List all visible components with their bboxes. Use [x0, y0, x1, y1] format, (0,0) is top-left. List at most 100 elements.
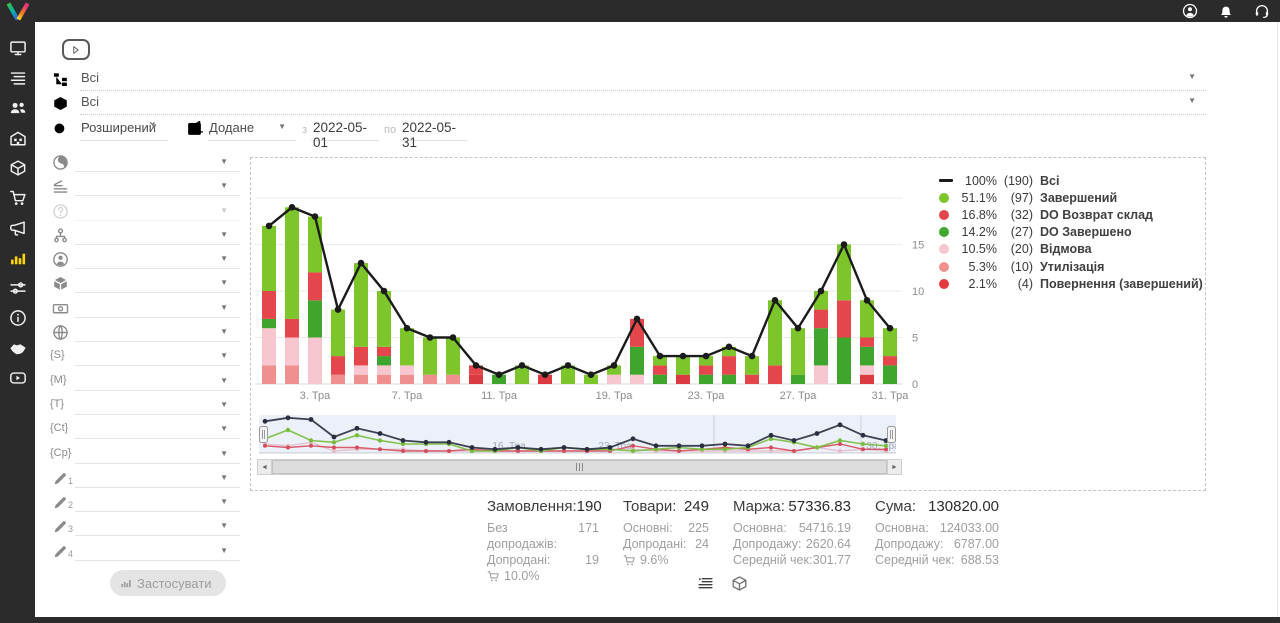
filter-select[interactable]: ▼: [75, 492, 240, 513]
legend-item[interactable]: 2.1% (4) Повернення (завершений): [939, 275, 1203, 292]
brace-label-icon: {T}: [50, 397, 65, 410]
sidebar-item-info-circle[interactable]: [0, 303, 35, 333]
stat-row-label: Допродані:: [487, 553, 551, 567]
stat-row-label: Допродані:: [623, 537, 687, 551]
filter-select[interactable]: ▼: [75, 176, 240, 197]
filter-select[interactable]: ▼: [75, 322, 240, 343]
sidebar-item-monitor[interactable]: [0, 33, 35, 63]
sidebar-item-people[interactable]: [0, 93, 35, 123]
svg-text:10: 10: [912, 286, 924, 298]
orders-stacked-chart[interactable]: 0 5 10 15 3. Тра 7. Тра 11. Тра 19. Тра 23. Тра 2…: [255, 163, 945, 403]
product-select[interactable]: Всі ▼: [80, 92, 1206, 115]
svg-text:23. Тра: 23. Тра: [688, 390, 726, 402]
filter-select[interactable]: ▼: [75, 298, 240, 318]
sidebar-item-video[interactable]: [0, 363, 35, 393]
scroll-right-button[interactable]: ►: [887, 459, 902, 475]
filter-select[interactable]: ▼: [75, 201, 240, 221]
search-icon: [52, 121, 69, 138]
stat-row-value: 2620.64: [805, 537, 851, 551]
caret-down-icon: ▼: [220, 157, 228, 166]
sidebar-item-bar-chart[interactable]: [0, 243, 35, 273]
legend-item[interactable]: 5.3% (10) Утилізація: [939, 258, 1201, 275]
svg-text:3. Тра: 3. Тра: [300, 390, 331, 402]
caret-down-icon: ▼: [1188, 96, 1196, 105]
filter-select[interactable]: ▼: [75, 371, 240, 391]
filter-select[interactable]: ▼: [75, 468, 240, 488]
chart-scrollbar[interactable]: ◄ ►: [257, 459, 902, 475]
sidebar-item-trolley[interactable]: [0, 183, 35, 213]
cart-icon: [487, 570, 500, 583]
apply-button-label: Застосувати: [137, 575, 212, 591]
category-select[interactable]: Всі ▼: [80, 68, 1206, 91]
caret-down-icon: ▼: [220, 521, 228, 531]
apply-button[interactable]: Застосувати: [110, 570, 226, 596]
filter-select[interactable]: ▼: [75, 419, 240, 440]
sidebar-item-package[interactable]: [0, 153, 35, 183]
category-tree-icon: [52, 71, 69, 88]
caret-down-icon: ▼: [220, 254, 228, 264]
stat-row-label: Допродажу:: [875, 537, 944, 551]
video-tutorial-button[interactable]: [62, 39, 90, 60]
sidebar-item-handshake[interactable]: [0, 333, 35, 363]
stat-row-value: 301.77: [812, 553, 851, 567]
sidebar-item-warehouse[interactable]: [0, 123, 35, 153]
filter-select[interactable]: ▼: [75, 516, 240, 537]
caret-down-icon: ▼: [220, 375, 228, 385]
legend-item[interactable]: 16.8% (32) DO Возврат склад: [939, 206, 1201, 223]
scrollbar-track[interactable]: [272, 459, 887, 475]
sidebar-item-megaphone[interactable]: [0, 213, 35, 243]
caret-down-icon: ▼: [220, 278, 228, 288]
filter-select[interactable]: ▼: [75, 225, 240, 245]
navigator-handle[interactable]: [259, 426, 268, 443]
navigator-handle[interactable]: [887, 426, 896, 443]
package-toggle[interactable]: [731, 575, 748, 592]
filter-select[interactable]: ▼: [75, 444, 240, 464]
legend-count: (4): [1017, 276, 1033, 291]
banknote-icon: [52, 300, 69, 317]
legend-dot-icon: [939, 209, 949, 220]
legend-label: DO Завершено: [1040, 225, 1132, 240]
trolley-icon: [9, 189, 27, 207]
filter-select[interactable]: ▼: [75, 346, 240, 367]
legend-count: (32): [1010, 207, 1033, 222]
stat-row-label: Основна:: [733, 521, 787, 535]
svg-text:31. Тра: 31. Тра: [872, 390, 910, 402]
caret-down-icon: ▼: [220, 181, 228, 191]
scroll-left-button[interactable]: ◄: [257, 459, 272, 475]
pencil-icon: [52, 494, 69, 511]
legend-item[interactable]: 10.5% (20) Відмова: [939, 241, 1201, 258]
legend-count: (190): [1003, 173, 1033, 188]
pencil-number: 1: [68, 475, 74, 486]
legend-item[interactable]: 100% (190) Всі: [939, 172, 1201, 189]
mini-chart-icon: [120, 577, 132, 589]
stat-title-label: Товари:: [623, 498, 677, 515]
date-to-input[interactable]: 2022-05-31: [400, 119, 468, 150]
play-icon: [70, 44, 82, 56]
date-field-select[interactable]: Додане ▼: [208, 118, 296, 141]
panel-edge-divider: [1277, 22, 1278, 617]
search-mode-select[interactable]: Розширений ▼: [80, 118, 168, 141]
sidebar-item-sliders[interactable]: [0, 273, 35, 303]
caret-down-icon: ▼: [220, 424, 228, 434]
filter-select[interactable]: ▼: [75, 273, 240, 294]
caret-down-icon: ▼: [220, 399, 228, 409]
list-toggle-toggle[interactable]: [697, 575, 714, 592]
sidebar-item-list[interactable]: [0, 63, 35, 93]
filter-select[interactable]: ▼: [75, 395, 240, 415]
legend-dot-icon: [939, 227, 949, 238]
date-from-label: з: [302, 124, 308, 136]
legend-item[interactable]: 14.2% (27) DO Завершено: [939, 224, 1201, 241]
chart-navigator[interactable]: 16. Тра 23. Тра 30. Тра: [259, 415, 896, 459]
date-from-input[interactable]: 2022-05-01: [311, 119, 379, 150]
filter-select[interactable]: ▼: [75, 541, 240, 561]
headset-icon[interactable]: [1254, 3, 1270, 19]
legend-item[interactable]: 51.1% (97) Завершений: [939, 189, 1201, 206]
filter-select[interactable]: ▼: [75, 249, 240, 270]
bell-icon[interactable]: [1218, 3, 1234, 19]
stat-title-value: 57336.83: [788, 498, 851, 515]
filter-row-question-circle: ▼: [0, 200, 240, 224]
filter-select[interactable]: ▼: [75, 152, 240, 172]
user-circle-icon[interactable]: [1182, 3, 1198, 19]
scrollbar-thumb[interactable]: [272, 460, 887, 474]
